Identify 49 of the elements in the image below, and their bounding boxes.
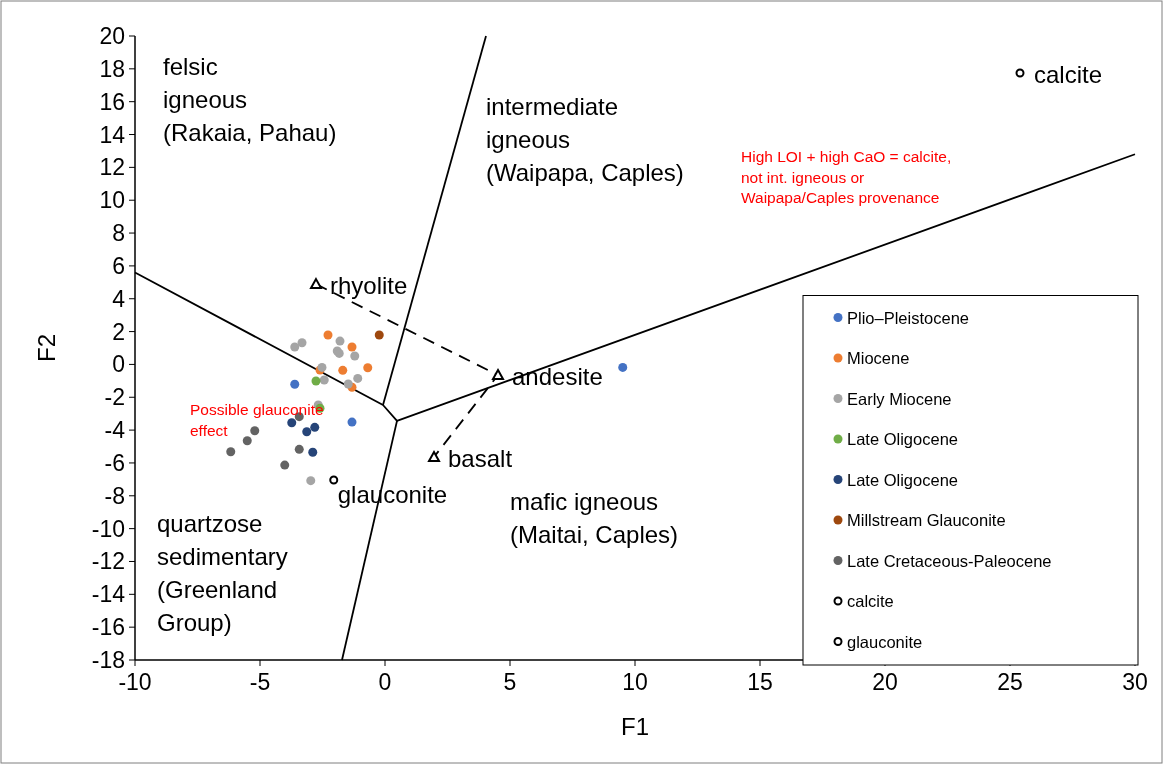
annotation: mafic igneous (Maitai, Caples) — [510, 488, 679, 548]
x-tick-label: 25 — [997, 669, 1023, 695]
y-tick-label: -12 — [91, 548, 125, 575]
x-tick-label: 10 — [622, 669, 648, 695]
legend-label: Millstream Glauconite — [847, 511, 1006, 529]
y-tick-label: 4 — [112, 285, 126, 312]
y-tick-label: 0 — [112, 351, 125, 378]
y-tick-label: -14 — [91, 581, 126, 608]
x-tick-label: -5 — [249, 669, 271, 695]
y-tick-label: 6 — [112, 252, 125, 279]
y-tick-label: 20 — [99, 23, 125, 49]
legend-label: glauconite — [847, 632, 923, 651]
annotation: Possible glauconite effect — [190, 401, 324, 439]
y-tick-label: -16 — [91, 614, 125, 641]
y-tick-label: 18 — [99, 55, 125, 82]
x-tick-label: 5 — [503, 669, 517, 695]
x-tick-label: 20 — [872, 669, 898, 695]
y-tick-label: -8 — [104, 482, 125, 509]
x-tick-label: 15 — [747, 669, 773, 695]
y-tick-label: 8 — [112, 220, 125, 247]
x-tick-label: 0 — [378, 669, 392, 695]
legend-label: Late Oligocene — [847, 430, 958, 448]
legend-label: Miocene — [847, 349, 910, 367]
y-tick-label: 2 — [112, 318, 125, 345]
y-tick-label: 16 — [99, 88, 125, 115]
y-tick-label: -4 — [104, 417, 126, 444]
y-tick-label: -6 — [104, 449, 125, 476]
x-tick-label: 30 — [1122, 669, 1148, 695]
annotation: intermediate igneous (Waipapa, Caples) — [486, 93, 684, 186]
legend-label: Early Miocene — [847, 389, 952, 408]
y-tick-label: 14 — [99, 121, 126, 148]
y-tick-label: -18 — [91, 647, 125, 673]
legend-label: Late Oligocene — [847, 470, 958, 489]
y-tick-label: -10 — [91, 515, 125, 542]
annotation: andesite — [512, 363, 603, 391]
y-tick-label: 12 — [99, 154, 125, 181]
annotation: basalt — [448, 445, 513, 473]
legend-label: Late Cretaceous-Paleocene — [847, 551, 1052, 570]
y-tick-label: 10 — [99, 187, 125, 214]
x-axis-title: F1 — [620, 713, 650, 740]
annotation: calcite — [1034, 60, 1103, 88]
annotation: High LOI + high CaO = calcite, not int. igneous or Waipapa/Caples provenance — [741, 148, 952, 206]
legend-label: Plio–Pleistocene — [847, 308, 969, 327]
y-axis-title: F2 — [33, 333, 60, 363]
y-tick-label: -2 — [104, 384, 125, 411]
annotation: rhyolite — [330, 272, 408, 300]
legend-label: calcite — [847, 592, 894, 610]
annotation: quartzose sedimentary (Greenland Group) — [157, 510, 288, 636]
annotation: felsic igneous (Rakaia, Pahau) — [163, 53, 337, 146]
